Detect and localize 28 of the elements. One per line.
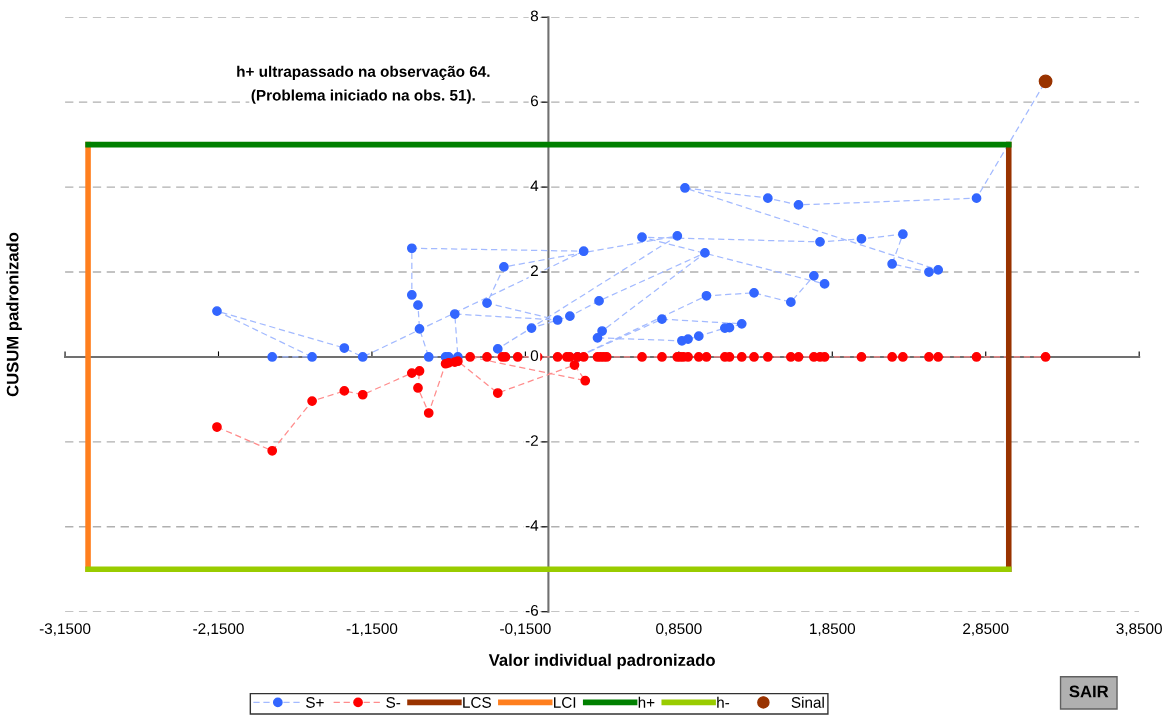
x-tick-label: -2,1500 [193,623,244,636]
x-tick-label: 2,8500 [963,623,1009,636]
legend-label: S- [386,697,401,708]
text: SAIR [1069,685,1109,698]
annotation: (Problema iniciado na obs. 51). [251,89,475,104]
x-tick-label: 0,8500 [656,623,702,636]
x-tick-label: -1,1500 [346,623,398,636]
y-tick-label: 0 [530,350,539,362]
y-axis-title: CUSUM padronizado [6,232,22,397]
x-tick-label: 3,8500 [1116,623,1162,636]
annotation: h+ ultrapassado na observação 64. [237,65,490,80]
legend-label: h- [717,696,730,708]
y-tick-label: 4 [530,180,539,192]
y-tick-label: 2 [530,265,538,276]
legend-label: LCI [554,697,576,708]
y-tick-label: -4 [525,520,539,531]
legend-label: Sinal [791,696,824,708]
legend-label: LCS [463,697,491,708]
x-tick-label: -3,1500 [39,623,91,636]
y-tick-label: -2 [525,435,538,446]
x-axis-title: Valor individual padronizado [488,653,715,670]
legend-label: h+ [638,696,655,708]
y-tick-label: -6 [525,605,539,616]
y-tick-label: 6 [530,95,539,107]
x-tick-label: -0,1500 [500,623,551,636]
x-tick-label: 1,8500 [810,623,856,636]
y-tick-label: 8 [530,10,539,22]
legend-label: S+ [306,697,324,708]
